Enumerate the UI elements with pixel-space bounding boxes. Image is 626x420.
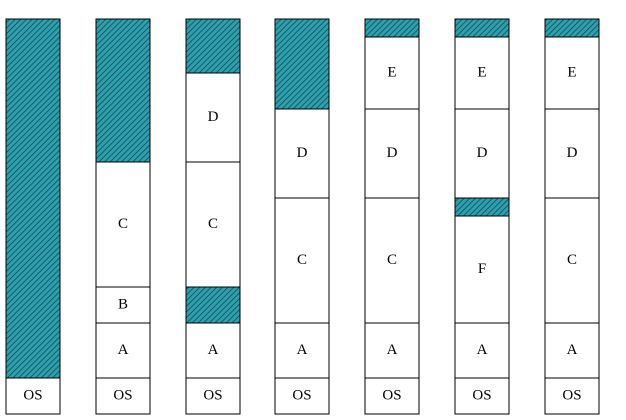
process-block (95, 286, 151, 324)
process-label: A (387, 342, 398, 358)
os-label: OS (23, 387, 42, 403)
process-block (544, 36, 600, 110)
process-label: B (118, 296, 128, 312)
process-label: A (118, 342, 129, 358)
process-label: D (567, 145, 578, 161)
process-label: C (387, 252, 397, 268)
free-memory-block (544, 18, 600, 38)
process-label: E (387, 64, 396, 80)
os-block (454, 377, 510, 415)
free-memory-block (364, 18, 420, 38)
os-label: OS (203, 387, 222, 403)
process-block (454, 36, 510, 110)
process-block (274, 322, 330, 379)
process-block (454, 322, 510, 379)
process-label: A (208, 342, 219, 358)
process-label: F (478, 261, 486, 277)
process-block (544, 322, 600, 379)
process-block (274, 197, 330, 324)
process-label: A (477, 342, 488, 358)
os-label: OS (292, 387, 311, 403)
process-block (364, 322, 420, 379)
os-block (544, 377, 600, 415)
free-memory-block (454, 197, 510, 217)
os-block (95, 377, 151, 415)
os-label: OS (382, 387, 401, 403)
free-memory-block (95, 18, 151, 163)
columns-layer: OS OS A B C OS A C D OS A C D OS A C D E OS A F D E OS A C D E (5, 18, 600, 415)
process-block (95, 161, 151, 288)
memory-column-3: OS A C D (185, 18, 241, 415)
process-block (274, 108, 330, 199)
process-label: A (567, 342, 578, 358)
process-block (364, 36, 420, 110)
free-memory-block (274, 18, 330, 110)
process-label: D (297, 145, 308, 161)
process-block (364, 108, 420, 199)
process-label: D (208, 109, 219, 125)
process-label: C (208, 216, 218, 232)
process-label: A (297, 342, 308, 358)
free-memory-block (185, 286, 241, 324)
os-block (185, 377, 241, 415)
process-label: C (297, 252, 307, 268)
free-memory-block (454, 18, 510, 38)
process-label: D (477, 145, 488, 161)
process-block (364, 197, 420, 324)
memory-column-6: OS A F D E (454, 18, 510, 415)
os-label: OS (472, 387, 491, 403)
os-label: OS (562, 387, 581, 403)
free-memory-block (5, 18, 61, 379)
process-block (454, 215, 510, 324)
memory-column-5: OS A C D E (364, 18, 420, 415)
process-block (185, 161, 241, 288)
process-label: D (387, 145, 398, 161)
process-label: C (567, 252, 577, 268)
process-block (544, 108, 600, 199)
os-block (5, 377, 61, 415)
memory-column-2: OS A B C (95, 18, 151, 415)
process-label: C (118, 216, 128, 232)
process-label: E (567, 64, 576, 80)
memory-column-7: OS A C D E (544, 18, 600, 415)
free-memory-block (185, 18, 241, 74)
os-block (274, 377, 330, 415)
process-block (544, 197, 600, 324)
memory-column-1: OS (5, 18, 61, 415)
os-label: OS (113, 387, 132, 403)
process-label: E (477, 64, 486, 80)
process-block (185, 72, 241, 163)
memory-column-4: OS A C D (274, 18, 330, 415)
process-block (185, 322, 241, 379)
